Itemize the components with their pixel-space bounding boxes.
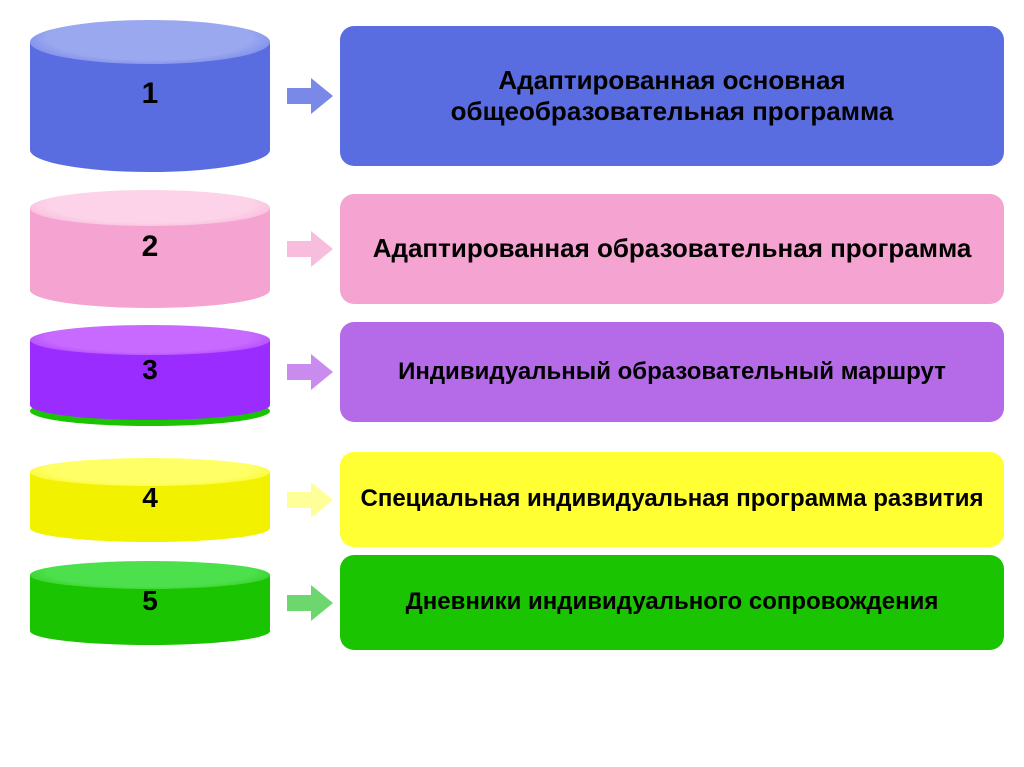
cylinder-label-1: 1	[30, 77, 270, 111]
arrow-right-icon	[280, 583, 340, 623]
cylinder-label-5: 5	[30, 585, 270, 617]
cylinder-2: 2	[20, 190, 280, 308]
cylinder-4: 4	[20, 458, 280, 542]
arrow-right-icon	[280, 352, 340, 392]
cylinder-label-2: 2	[30, 230, 270, 264]
cylinder-5: 5	[20, 561, 280, 645]
diagram-row-3: 3 Индивидуальный образовательный маршрут	[20, 322, 1004, 422]
text-box-2: Адаптированная образовательная программа	[340, 194, 1004, 304]
diagram-container: 1 Адаптированная основная общеобразовате…	[20, 20, 1004, 650]
diagram-row-5: 5 Дневники индивидуального сопровождения	[20, 555, 1004, 650]
text-box-4: Специальная индивидуальная программа раз…	[340, 452, 1004, 547]
diagram-row-1: 1 Адаптированная основная общеобразовате…	[20, 20, 1004, 172]
text-box-1: Адаптированная основная общеобразователь…	[340, 26, 1004, 166]
diagram-row-4: 4 Специальная индивидуальная программа р…	[20, 452, 1004, 547]
text-box-3: Индивидуальный образовательный маршрут	[340, 322, 1004, 422]
diagram-row-2: 2 Адаптированная образовательная програм…	[20, 190, 1004, 308]
arrow-right-icon	[280, 76, 340, 116]
arrow-right-icon	[280, 229, 340, 269]
arrow-right-icon	[280, 480, 340, 520]
cylinder-label-4: 4	[30, 482, 270, 514]
cylinder-1: 1	[20, 20, 280, 172]
text-box-5: Дневники индивидуального сопровождения	[340, 555, 1004, 650]
cylinder-label-3: 3	[30, 354, 270, 386]
cylinder-3: 3	[20, 325, 280, 420]
